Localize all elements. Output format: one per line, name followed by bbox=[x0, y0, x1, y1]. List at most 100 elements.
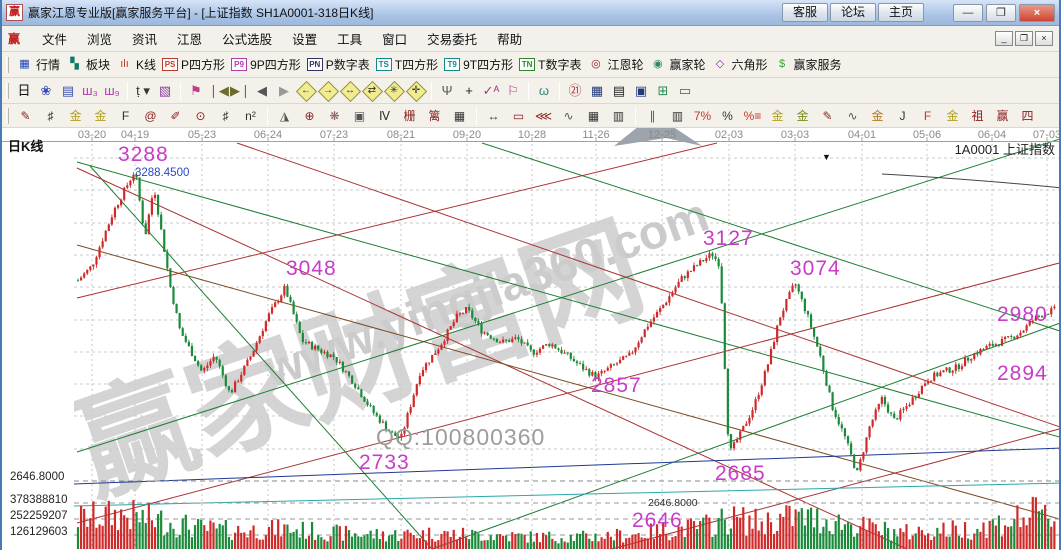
calendar-icon[interactable]: ㉑ bbox=[568, 82, 582, 98]
f-line-icon[interactable]: F bbox=[121, 108, 130, 123]
forum-button[interactable]: 论坛 bbox=[830, 3, 876, 22]
toolbar-grip[interactable] bbox=[6, 107, 9, 124]
cycle-compass-icon[interactable]: ⊙ bbox=[195, 108, 206, 123]
slant-hatch-icon[interactable]: ∥ bbox=[649, 108, 656, 123]
gann-ruler-both-icon[interactable]: ↔ bbox=[341, 82, 359, 100]
nine-t-square-button[interactable]: T9 9T四方形 bbox=[444, 56, 513, 73]
crosshair-icon[interactable]: + bbox=[465, 82, 473, 98]
toolbar-grip[interactable] bbox=[6, 82, 9, 99]
nav-next-icon[interactable]: ▶ bbox=[279, 82, 289, 98]
menu-2[interactable]: 资讯 bbox=[132, 32, 158, 47]
price-grid-icon[interactable]: 栅 bbox=[403, 108, 416, 123]
j-slash-icon[interactable]: J bbox=[899, 108, 906, 123]
hexagon-button[interactable]: ◇ 六角形 bbox=[712, 56, 768, 73]
menu-5[interactable]: 设置 bbox=[292, 32, 318, 47]
kline-button[interactable]: ılı K线 bbox=[116, 56, 156, 73]
check-angle-icon[interactable]: ✓ᴬ bbox=[482, 82, 500, 98]
restore-button[interactable]: ❐ bbox=[986, 3, 1016, 22]
box-wave-icon[interactable]: ∿ bbox=[847, 108, 858, 123]
pen-tool-icon[interactable]: ✎ bbox=[20, 108, 31, 123]
minor-cycle-3-icon[interactable]: ш₃ bbox=[82, 82, 98, 98]
mdi-minimize-button[interactable]: _ bbox=[995, 31, 1013, 46]
wave-tool-icon[interactable]: ∿ bbox=[563, 108, 574, 123]
flag-tool-icon[interactable]: ⚐ bbox=[507, 82, 519, 98]
period-day-dropdown[interactable]: 日 ▾ bbox=[17, 82, 31, 118]
pct-red-icon[interactable]: 7% bbox=[693, 108, 712, 123]
gann-ruler-right-icon[interactable]: → bbox=[319, 82, 337, 100]
f-slash-icon[interactable]: F bbox=[923, 108, 932, 123]
quotes-button[interactable]: ▦ 行情 bbox=[16, 56, 60, 73]
nav-last-icon[interactable]: ▶❘ bbox=[230, 82, 251, 98]
home-button[interactable]: 主页 bbox=[878, 3, 924, 22]
color-flag-icon[interactable]: ⚑ bbox=[190, 82, 202, 98]
gann-ruler-swap-icon[interactable]: ⇄ bbox=[363, 82, 381, 100]
brain-icon[interactable]: ω bbox=[538, 82, 550, 98]
winner-wheel-button[interactable]: ◉ 赢家轮 bbox=[649, 56, 705, 73]
print-icon[interactable]: ▭ bbox=[678, 82, 692, 98]
gold2-slash-icon[interactable]: 金 bbox=[946, 108, 959, 123]
winner-service-button[interactable]: $ 赢家服务 bbox=[774, 56, 842, 73]
box-tool-icon[interactable]: ▭ bbox=[512, 108, 525, 123]
span-arrows-icon[interactable]: ↔ bbox=[487, 108, 500, 123]
calculator-icon[interactable]: ▦ bbox=[590, 82, 604, 98]
p-square-button[interactable]: PS P四方形 bbox=[162, 56, 225, 73]
dropper-tool-dropdown[interactable]: ṭ ▾ bbox=[136, 82, 150, 98]
gold-circle-icon[interactable]: 金 bbox=[771, 108, 784, 123]
square-wheel-icon[interactable]: ▣ bbox=[353, 108, 366, 123]
sectors-button[interactable]: ▚ 板块 bbox=[66, 56, 110, 73]
percent-icon[interactable]: % bbox=[722, 108, 733, 123]
hand-tool-icon[interactable]: Ψ bbox=[441, 82, 453, 98]
zu-slash-icon[interactable]: 祖 bbox=[971, 108, 984, 123]
menu-7[interactable]: 窗口 bbox=[382, 32, 408, 47]
gann-wheel-button[interactable]: ◎ 江恩轮 bbox=[587, 56, 643, 73]
time-grid-icon[interactable]: 篱 bbox=[428, 108, 441, 123]
brush-flag-icon[interactable]: ✎ bbox=[822, 108, 833, 123]
info-note-icon[interactable]: ▤ bbox=[61, 82, 75, 98]
grid-a-icon[interactable]: ▦ bbox=[587, 108, 600, 123]
fan-lines-icon[interactable]: ⋘ bbox=[534, 108, 553, 123]
nine-p-square-button[interactable]: P9 9P四方形 bbox=[231, 56, 301, 73]
menu-8[interactable]: 交易委托 bbox=[427, 32, 478, 47]
save-icon[interactable]: ▣ bbox=[634, 82, 648, 98]
mdi-close-button[interactable]: × bbox=[1035, 31, 1053, 46]
n-square-icon[interactable]: n² bbox=[245, 108, 256, 123]
grid-b-icon[interactable]: ▥ bbox=[612, 108, 625, 123]
spiral-icon[interactable]: @ bbox=[144, 108, 157, 123]
count-ruler-icon[interactable]: ▦ bbox=[453, 108, 466, 123]
gold-section-icon[interactable]: 金 bbox=[69, 108, 82, 123]
menu-0[interactable]: 文件 bbox=[42, 32, 68, 47]
minimize-button[interactable]: — bbox=[953, 3, 983, 22]
nav-prev-icon[interactable]: ◀ bbox=[257, 82, 267, 98]
stats-bars-icon[interactable]: ▥ bbox=[671, 108, 684, 123]
star-wheel-icon[interactable]: ❋ bbox=[329, 108, 340, 123]
si-slash-icon[interactable]: 四 bbox=[1021, 108, 1034, 123]
ying-slash-icon[interactable]: 赢 bbox=[996, 108, 1009, 123]
chart-area[interactable]: www.yingjia360.com 赢家财富网 03-20 04-19 05-23 0… bbox=[2, 128, 1059, 550]
service-button[interactable]: 客服 bbox=[782, 3, 828, 22]
mdi-restore-button[interactable]: ❐ bbox=[1015, 31, 1033, 46]
circle-cross-icon[interactable]: ⊕ bbox=[304, 108, 315, 123]
t-number-table-button[interactable]: TN T数字表 bbox=[519, 56, 581, 73]
k-quote-icon[interactable]: Ⅳ bbox=[378, 108, 391, 123]
close-button[interactable]: × bbox=[1019, 3, 1055, 22]
gold-section2-icon[interactable]: 金 bbox=[94, 108, 107, 123]
toolbar-grip[interactable] bbox=[6, 56, 9, 73]
gold-slash-icon[interactable]: 金 bbox=[871, 108, 884, 123]
hatch2-icon[interactable]: ♯ bbox=[222, 108, 229, 123]
gann-ruler-left-icon[interactable]: ← bbox=[297, 82, 315, 100]
gold-rows-icon[interactable]: 金 bbox=[796, 108, 809, 123]
pen-angle-icon[interactable]: ✐ bbox=[170, 108, 181, 123]
gann-ruler-star-icon[interactable]: ✳ bbox=[385, 82, 403, 100]
pct-rows-icon[interactable]: %≡ bbox=[743, 108, 762, 123]
notebook-icon[interactable]: ▤ bbox=[612, 82, 626, 98]
hatch-lines-icon[interactable]: ♯ bbox=[47, 108, 54, 123]
menu-6[interactable]: 工具 bbox=[337, 32, 363, 47]
chevron-down-icon[interactable]: ▼ bbox=[822, 152, 831, 162]
nav-first-icon[interactable]: ❘◀ bbox=[208, 82, 229, 98]
p-number-table-button[interactable]: PN P数字表 bbox=[306, 56, 370, 73]
minor-cycle-9-icon[interactable]: ш₉ bbox=[104, 82, 120, 98]
menu-4[interactable]: 公式选股 bbox=[222, 32, 273, 47]
menu-9[interactable]: 帮助 bbox=[497, 32, 523, 47]
pattern-select-icon[interactable]: ▧ bbox=[158, 82, 172, 98]
export-icon[interactable]: ⊞ bbox=[657, 82, 669, 98]
